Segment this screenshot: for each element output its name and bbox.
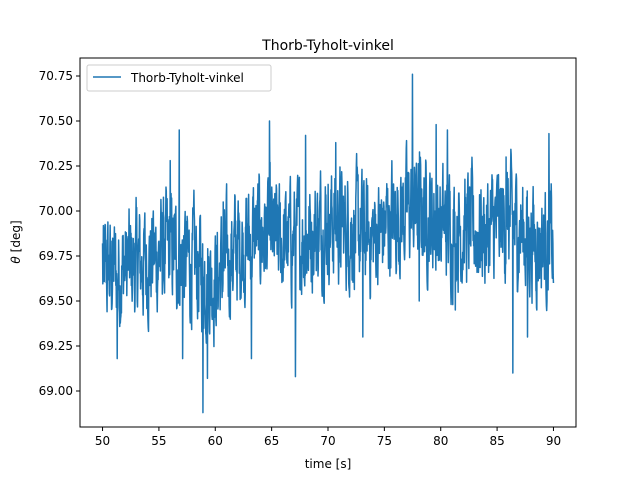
x-tick-label: 85 (489, 434, 504, 448)
x-axis: 50 55 60 65 70 75 80 85 90 (95, 427, 561, 448)
series-line-thorb-tyholt-vinkel (101, 73, 555, 414)
x-tick-label: 70 (320, 434, 335, 448)
x-axis-label: time [s] (305, 457, 352, 471)
y-tick-label: 70.00 (39, 204, 73, 218)
y-tick-label: 70.75 (39, 69, 73, 83)
y-axis-label-symbol: θ (9, 256, 23, 264)
chart-title: Thorb-Tyholt-vinkel (261, 38, 394, 54)
x-tick-label: 65 (264, 434, 279, 448)
legend: Thorb-Tyholt-vinkel (86, 64, 272, 92)
x-tick-label: 60 (208, 434, 223, 448)
x-tick-label: 80 (433, 434, 448, 448)
x-tick-label: 75 (377, 434, 392, 448)
y-axis-label: θ [deg] (9, 220, 23, 263)
x-tick-label: 55 (151, 434, 166, 448)
y-tick-label: 70.25 (39, 159, 73, 173)
y-axis: 69.00 69.25 69.50 69.75 70.00 70.25 70.50 70.75 (39, 69, 80, 398)
y-tick-label: 69.75 (39, 249, 73, 263)
y-tick-label: 69.25 (39, 339, 73, 353)
x-tick-label: 50 (95, 434, 110, 448)
y-tick-label: 70.50 (39, 114, 73, 128)
y-tick-label: 69.00 (39, 384, 73, 398)
legend-label: Thorb-Tyholt-vinkel (130, 71, 244, 85)
y-axis-label-unit: [deg] (9, 220, 23, 252)
y-tick-label: 69.50 (39, 294, 73, 308)
legend-box (86, 64, 272, 92)
x-tick-label: 90 (546, 434, 561, 448)
